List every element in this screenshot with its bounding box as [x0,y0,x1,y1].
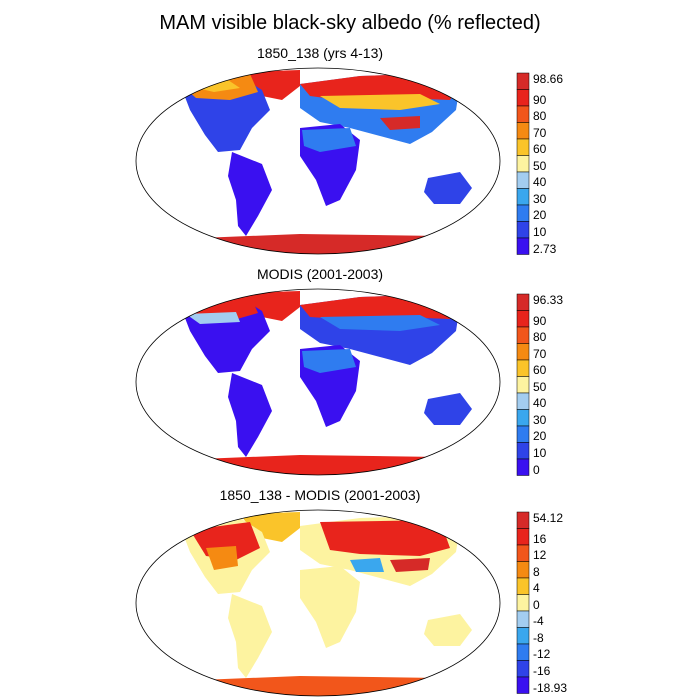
colorbar-3 [516,511,530,694]
australia-region [424,172,472,204]
map-panel-1 [135,67,501,255]
colorbar-label: -8 [533,630,544,645]
colorbar-swatch [516,561,530,579]
colorbar-1 [516,72,530,255]
greenland-region [240,512,300,542]
colorbar-swatch [516,105,530,123]
colorbar-label: 10 [533,445,547,460]
colorbar-label: 40 [533,396,547,411]
colorbar-label: 40 [533,175,547,190]
colorbar-label: 60 [533,142,547,157]
greenland-region [240,70,300,100]
colorbar-label: 0 [533,462,540,477]
colorbar-swatch [516,627,530,645]
colorbar-swatch [516,359,530,377]
map-panel-2 [135,288,501,476]
colorbar-swatch [516,511,530,529]
colorbar-label: 90 [533,313,547,328]
australia-region [424,393,472,425]
colorbar-label: 90 [533,92,547,107]
colorbar-swatch [516,660,530,678]
colorbar-label: 50 [533,158,547,173]
colorbar-swatch [516,610,530,628]
colorbar-swatch [516,188,530,206]
colorbar-swatch [516,577,530,595]
south-america-region [228,152,272,236]
colorbar-label: 96.33 [533,293,564,307]
south-america-region [228,373,272,457]
colorbar-label: -12 [533,647,551,662]
colorbar-swatch [516,528,530,546]
panel-2-title: MODIS (2001-2003) [256,266,384,282]
colorbar-label: 70 [533,125,547,140]
map-panel-3 [135,509,501,697]
colorbar-swatch [516,676,530,694]
colorbar-swatch [516,122,530,140]
colorbar-label: 54.12 [533,511,564,525]
panel-3-title: 1850_138 - MODIS (2001-2003) [219,487,421,503]
colorbar-label: 80 [533,109,547,124]
colorbar-label: 0 [533,597,540,612]
colorbar-label: 60 [533,363,547,378]
australia-region [424,614,472,646]
greenland-region [240,291,300,321]
colorbar-swatch [516,204,530,222]
colorbar-label: 98.66 [533,72,564,86]
colorbar-label: 16 [533,531,547,546]
colorbar-swatch [516,442,530,460]
colorbar-swatch [516,594,530,612]
colorbar-label: 30 [533,412,547,427]
colorbar-swatch [516,458,530,476]
colorbar-label: 30 [533,191,547,206]
colorbar-swatch [516,221,530,239]
colorbar-swatch [516,72,530,90]
panel-1-title: 1850_138 (yrs 4-13) [256,45,384,61]
colorbar-swatch [516,392,530,410]
colorbar-swatch [516,310,530,328]
colorbar-swatch [516,643,530,661]
colorbar-label: -4 [533,614,544,629]
colorbar-label: 2.73 [533,241,557,256]
colorbar-label: 12 [533,548,547,563]
figure-title: MAM visible black-sky albedo (% reflecte… [159,12,541,34]
south-america-region [228,594,272,678]
colorbar-label: 20 [533,429,547,444]
colorbar-swatch [516,409,530,427]
colorbar-label: 70 [533,346,547,361]
colorbar-swatch [516,425,530,443]
colorbar-swatch [516,89,530,107]
colorbar-label: -16 [533,663,551,678]
colorbar-swatch [516,376,530,394]
colorbar-label: 50 [533,379,547,394]
colorbar-swatch [516,544,530,562]
colorbar-swatch [516,326,530,344]
colorbar-label: 4 [533,581,540,596]
colorbar-2 [516,293,530,476]
colorbar-swatch [516,138,530,156]
colorbar-swatch [516,171,530,189]
colorbar-label: 8 [533,564,540,579]
africa-region [300,566,360,648]
colorbar-label: -18.93 [533,680,568,695]
colorbar-label: 10 [533,224,547,239]
colorbar-label: 20 [533,208,547,223]
colorbar-swatch [516,293,530,311]
colorbar-swatch [516,237,530,255]
colorbar-label: 80 [533,330,547,345]
colorbar-swatch [516,343,530,361]
colorbar-swatch [516,155,530,173]
